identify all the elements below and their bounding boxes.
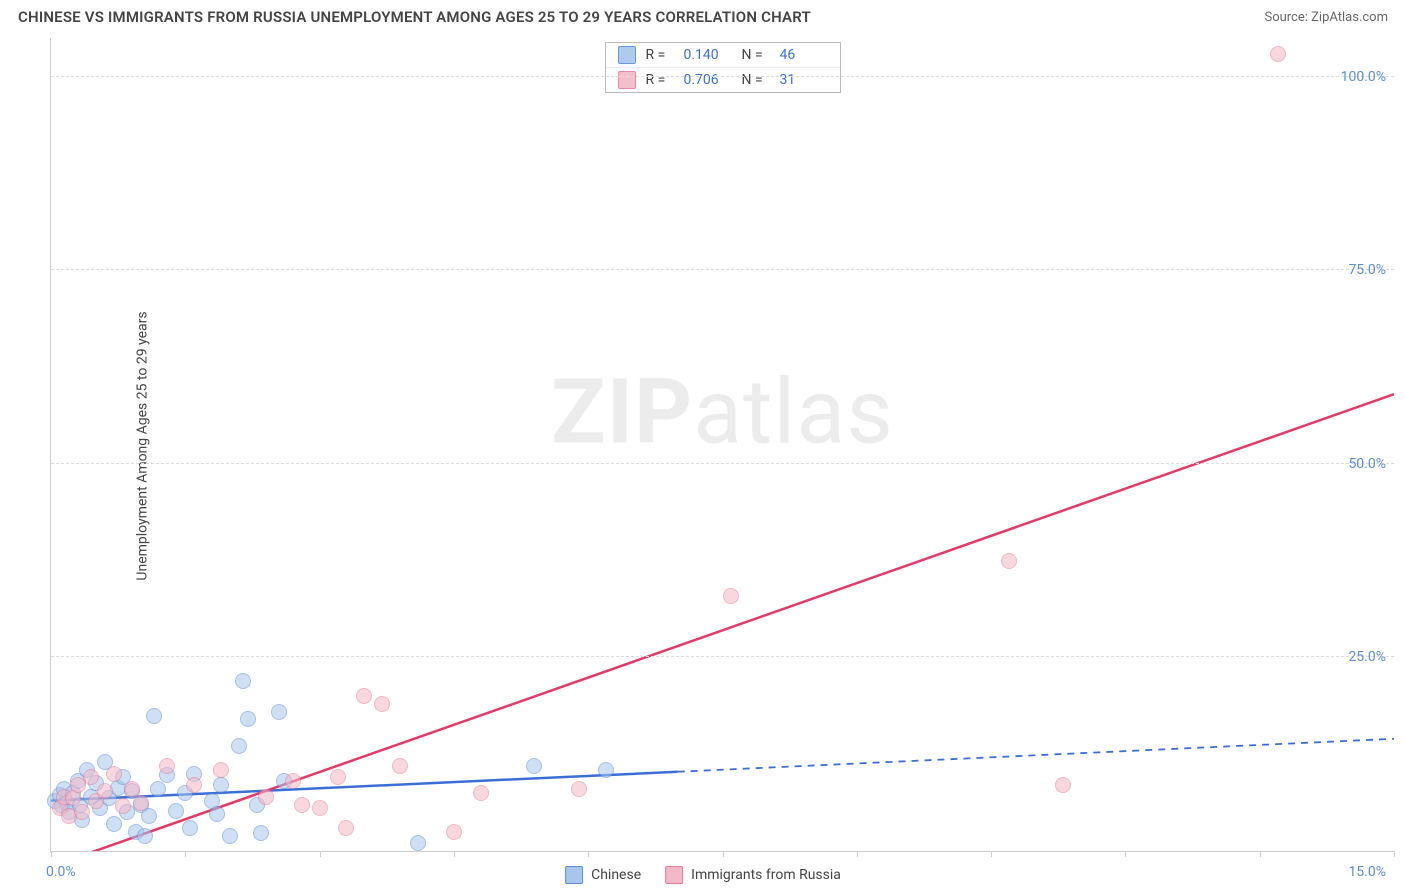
data-point <box>258 789 274 805</box>
gridline <box>51 463 1394 464</box>
y-tick-label: 75.0% <box>1348 262 1386 278</box>
x-tick <box>857 851 858 857</box>
data-point <box>253 825 269 841</box>
stats-row: R = 0.706 N = 31 <box>606 68 840 92</box>
scatter-plot: ZIPatlas R = 0.140 N = 46 R = 0.706 N = 31 25.0… <box>50 38 1394 852</box>
data-point <box>213 777 229 793</box>
x-tick <box>320 851 321 857</box>
data-point <box>473 785 489 801</box>
x-axis-max-label: 15.0% <box>1348 864 1386 880</box>
data-point <box>240 711 256 727</box>
r-value: 0.706 <box>684 72 732 88</box>
x-tick <box>1125 851 1126 857</box>
x-tick <box>51 851 52 857</box>
n-label: N = <box>742 47 770 63</box>
data-point <box>83 769 99 785</box>
data-point <box>1055 777 1071 793</box>
r-label: R = <box>646 72 674 88</box>
data-point <box>115 798 131 814</box>
n-label: N = <box>742 72 770 88</box>
source-attribution: Source: ZipAtlas.com <box>1264 10 1388 25</box>
data-point <box>146 708 162 724</box>
legend-swatch <box>618 71 636 89</box>
data-point <box>338 820 354 836</box>
data-point <box>137 828 153 844</box>
data-point <box>106 766 122 782</box>
data-point <box>74 804 90 820</box>
x-tick <box>454 851 455 857</box>
data-point <box>410 835 426 851</box>
data-point <box>356 688 372 704</box>
trend-line-extrapolated <box>678 739 1394 772</box>
legend-item: Chinese <box>565 866 641 884</box>
data-point <box>1001 553 1017 569</box>
x-tick <box>723 851 724 857</box>
data-point <box>133 795 149 811</box>
x-tick <box>991 851 992 857</box>
data-point <box>150 781 166 797</box>
chart-title: CHINESE VS IMMIGRANTS FROM RUSSIA UNEMPL… <box>18 8 811 26</box>
data-point <box>723 588 739 604</box>
data-point <box>159 758 175 774</box>
gridline <box>51 76 1394 77</box>
series-legend: Chinese Immigrants from Russia <box>565 866 841 884</box>
gridline <box>51 656 1394 657</box>
gridline <box>51 269 1394 270</box>
data-point <box>446 824 462 840</box>
data-point <box>294 797 310 813</box>
legend-swatch <box>665 866 683 884</box>
y-tick-label: 50.0% <box>1348 456 1386 472</box>
data-point <box>330 769 346 785</box>
data-point <box>598 762 614 778</box>
n-value: 46 <box>780 47 828 63</box>
data-point <box>182 820 198 836</box>
data-point <box>392 758 408 774</box>
legend-label: Chinese <box>591 867 641 883</box>
data-point <box>141 808 157 824</box>
data-point <box>285 773 301 789</box>
stats-row: R = 0.140 N = 46 <box>606 43 840 68</box>
data-point <box>97 783 113 799</box>
data-point <box>106 816 122 832</box>
x-tick <box>1394 851 1395 857</box>
y-tick-label: 100.0% <box>1341 69 1386 85</box>
x-tick <box>1260 851 1261 857</box>
data-point <box>209 806 225 822</box>
r-value: 0.140 <box>684 47 732 63</box>
data-point <box>213 762 229 778</box>
legend-item: Immigrants from Russia <box>665 866 841 884</box>
n-value: 31 <box>780 72 828 88</box>
data-point <box>312 800 328 816</box>
data-point <box>271 704 287 720</box>
watermark: ZIPatlas <box>551 359 894 464</box>
data-point <box>374 696 390 712</box>
data-point <box>168 803 184 819</box>
x-tick <box>588 851 589 857</box>
y-tick-label: 25.0% <box>1348 649 1386 665</box>
data-point <box>235 673 251 689</box>
legend-swatch <box>565 866 583 884</box>
r-label: R = <box>646 47 674 63</box>
x-tick <box>185 851 186 857</box>
data-point <box>571 781 587 797</box>
legend-label: Immigrants from Russia <box>691 867 841 883</box>
data-point <box>186 777 202 793</box>
legend-swatch <box>618 46 636 64</box>
data-point <box>231 738 247 754</box>
correlation-stats-box: R = 0.140 N = 46 R = 0.706 N = 31 <box>605 42 841 93</box>
x-axis-min-label: 0.0% <box>46 864 76 880</box>
data-point <box>1270 46 1286 62</box>
data-point <box>526 758 542 774</box>
data-point <box>222 828 238 844</box>
